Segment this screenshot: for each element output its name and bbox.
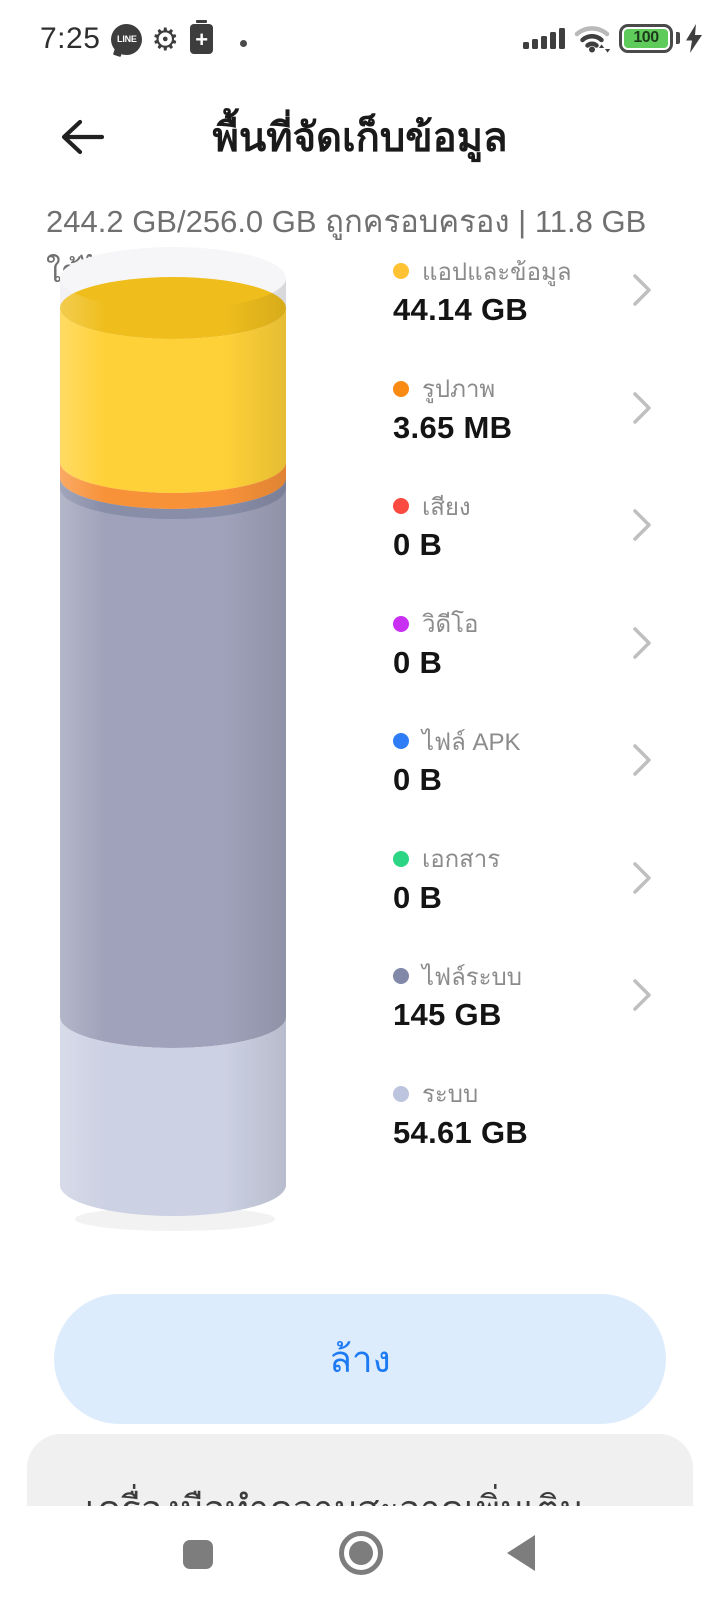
legend-row[interactable]: วิดีโอ 0 B [393,603,660,721]
signal-icon [523,27,565,49]
legend-value: 145 GB [393,997,502,1032]
legend-label: เสียง [422,493,471,521]
legend-row[interactable]: ระบบ 54.61 GB [393,1073,660,1191]
legend-value: 54.61 GB [393,1114,529,1150]
back-arrow-icon [61,119,104,155]
battery-percent-text: 100 [633,29,659,46]
wifi-icon [574,26,610,53]
chevron-right-icon [633,274,651,306]
legend-value: 3.65 MB [393,409,513,445]
cleaning-tools-title: เครื่องมือทำความสะอาดเพิ่มเติม [85,1480,693,1506]
legend-dot [393,733,409,749]
back-triangle-icon[interactable] [507,1535,535,1571]
legend-row[interactable]: รูปภาพ 3.65 MB [393,368,660,486]
chevron-right-icon [633,509,651,541]
battery-icon: 100 [619,23,673,53]
storage-cylinder-chart [53,237,293,1242]
status-bar: 7:25 LINE ⚙ 100 [0,0,720,62]
legend-label: เอกสาร [422,846,501,873]
cleaning-tools-card[interactable]: เครื่องมือทำความสะอาดเพิ่มเติม [27,1434,693,1506]
legend-dot [393,968,409,984]
legend-dot [393,850,409,867]
clean-button[interactable]: ล้าง [54,1294,666,1424]
legend-label: ไฟล์ APK [422,728,521,756]
legend-row[interactable]: แอปและข้อมูล 44.14 GB [393,250,660,368]
legend-dot [393,498,409,514]
legend-value: 0 B [393,879,443,915]
legend-dot [393,263,409,279]
battery-saver-icon [190,20,214,54]
legend-label: รูปภาพ [422,376,496,403]
cylinder-sheen [60,278,286,1216]
line-icon: LINE [111,23,143,55]
legend-row[interactable]: เอกสาร 0 B [393,838,660,956]
legend-value: 44.14 GB [393,292,529,327]
charging-bolt-icon [686,23,702,53]
battery-cap [676,32,680,44]
legend-dot [393,1085,409,1102]
chevron-right-icon [633,391,651,424]
legend-dot [393,615,409,632]
chevron-right-icon [633,979,651,1011]
header: พื้นที่จัดเก็บข้อมูล [0,92,720,182]
chevron-right-icon [633,744,651,776]
chevron-right-icon [633,626,651,659]
legend-label: ไฟล์ระบบ [422,963,523,991]
legend-row[interactable]: ไฟล์ระบบ 145 GB [393,955,660,1073]
page-title: พื้นที่จัดเก็บข้อมูล [212,116,508,160]
legend-row[interactable]: เสียง 0 B [393,485,660,603]
legend-dot [393,380,409,397]
legend-label: วิดีโอ [422,611,479,638]
navigation-bar [0,1506,720,1600]
recents-square-icon[interactable] [183,1540,213,1569]
chevron-right-icon [633,861,651,894]
legend-row[interactable]: ไฟล์ APK 0 B [393,720,660,838]
notification-dot [240,39,248,47]
legend-value: 0 B [393,644,443,680]
legend-value: 0 B [393,527,443,562]
legend-value: 0 B [393,762,443,797]
legend-list: แอปและข้อมูล 44.14 GB รูปภาพ 3.65 MB เสี… [393,250,660,1190]
home-circle-icon[interactable] [339,1531,383,1575]
storage-summary: 244.2 GB/256.0 GB ถูกครอบครอง | 11.8 GB … [46,204,647,289]
clean-button-label: ล้าง [329,1338,391,1380]
legend-label: แอปและข้อมูล [422,258,572,286]
clock-time: 7:25 [40,22,101,55]
legend-label: ระบบ [422,1081,479,1108]
gear-icon: ⚙ [151,21,180,57]
back-button[interactable] [50,92,114,182]
